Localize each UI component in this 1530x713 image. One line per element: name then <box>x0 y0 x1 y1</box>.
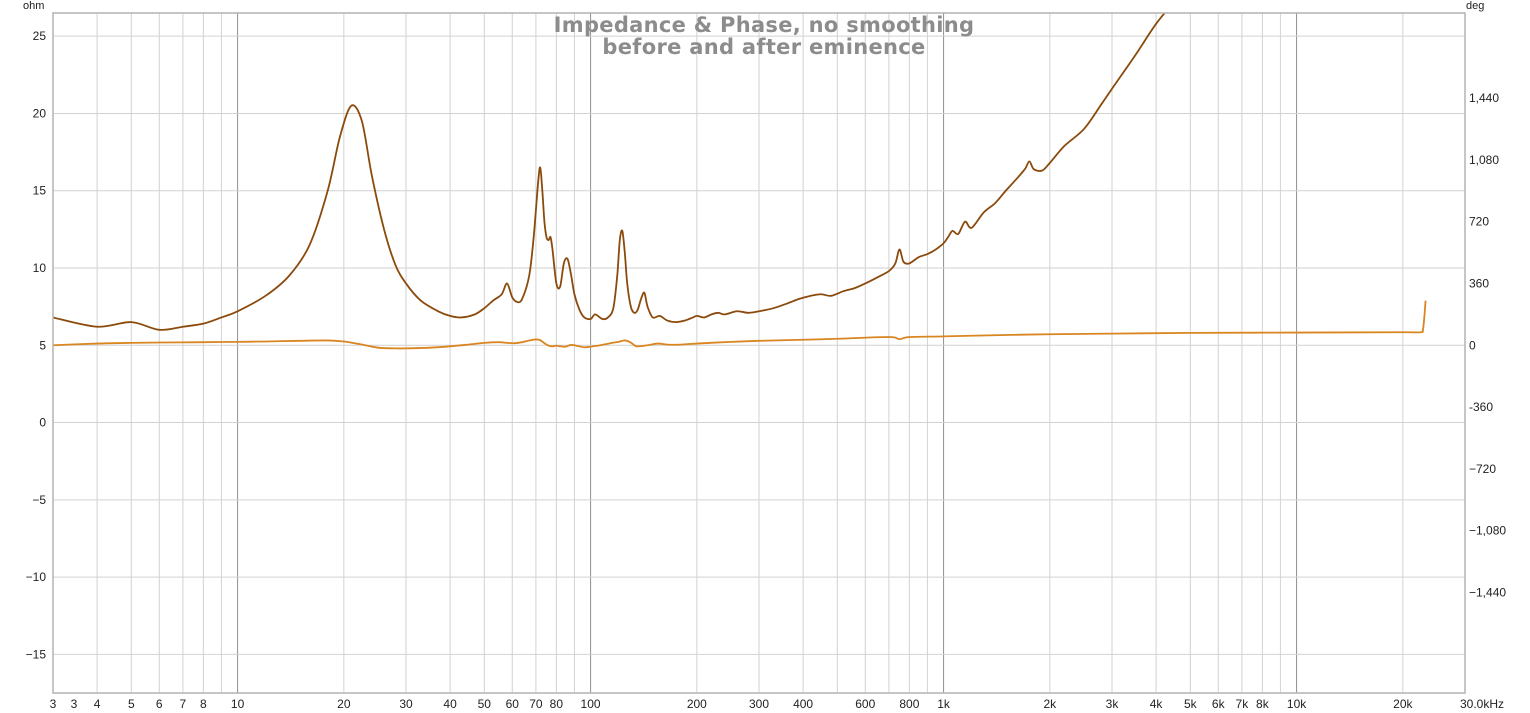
x-tick-label: 50 <box>478 697 492 711</box>
right-tick-label: −720 <box>1469 462 1496 476</box>
left-tick-label: 5 <box>39 338 46 352</box>
x-tick-label: 600 <box>855 697 875 711</box>
left-tick-label: −10 <box>26 570 47 584</box>
x-tick-label: 8k <box>1256 697 1270 711</box>
x-axis-ticks: 3 3 4 5 6 7 8 10 20 30 40 50 60 70 80 100 200 300 400 600 80… <box>50 697 1504 711</box>
x-tick-label: 60 <box>506 697 520 711</box>
left-tick-label: 25 <box>33 29 47 43</box>
x-tick-label: 20k <box>1393 697 1413 711</box>
x-tick-label: 400 <box>793 697 813 711</box>
x-tick-label: 6 <box>156 697 163 711</box>
right-tick-label: -360 <box>1469 400 1493 414</box>
plot-frame <box>52 12 1466 694</box>
right-tick-label: 1,440 <box>1469 91 1499 105</box>
x-tick-label: 10k <box>1287 697 1307 711</box>
x-tick-label: 30.0kHz <box>1460 697 1504 711</box>
impedance-series-line <box>53 13 1166 331</box>
right-axis-unit: deg <box>1466 0 1484 12</box>
phase-series-line <box>53 300 1427 350</box>
x-tick-label: 7k <box>1236 697 1250 711</box>
chart-subtitle: before and after eminence <box>602 35 925 59</box>
x-tick-label: 4k <box>1150 697 1164 711</box>
right-tick-label: 720 <box>1469 215 1489 229</box>
x-tick-label: 3k <box>1106 697 1120 711</box>
grid-lines <box>53 13 1465 693</box>
x-tick-label: 100 <box>581 697 601 711</box>
x-tick-label: 1k <box>937 697 951 711</box>
left-tick-label: −15 <box>26 647 47 661</box>
left-axis-ticks: 25 20 15 10 5 0 −5 −10 −15 <box>26 29 47 661</box>
left-tick-label: −5 <box>32 493 46 507</box>
right-axis-ticks: 1,440 1,080 720 360 0 -360 −720 −1,080 −1,440 <box>1469 91 1506 600</box>
x-tick-label: 3 <box>50 697 57 711</box>
right-tick-label: 0 <box>1469 338 1476 352</box>
x-tick-label: 2k <box>1043 697 1057 711</box>
x-tick-label: 4 <box>94 697 101 711</box>
x-tick-label: 7 <box>180 697 187 711</box>
left-tick-label: 20 <box>33 106 47 120</box>
series-layer <box>53 13 1427 350</box>
x-tick-label: 30 <box>399 697 413 711</box>
x-tick-label: 200 <box>687 697 707 711</box>
x-tick-label: 5 <box>128 697 135 711</box>
x-tick-label: 20 <box>337 697 351 711</box>
x-tick-label: 3 <box>71 697 78 711</box>
x-tick-label: 8 <box>200 697 207 711</box>
x-tick-label: 300 <box>749 697 769 711</box>
right-tick-label: 360 <box>1469 276 1489 290</box>
x-tick-label: 5k <box>1184 697 1198 711</box>
right-tick-label: −1,440 <box>1469 586 1506 600</box>
right-tick-label: 1,080 <box>1469 153 1499 167</box>
x-tick-label: 10 <box>231 697 245 711</box>
left-axis-unit: ohm <box>23 0 44 12</box>
right-tick-label: −1,080 <box>1469 524 1506 538</box>
left-tick-label: 15 <box>33 184 47 198</box>
left-tick-label: 10 <box>33 261 47 275</box>
x-tick-label: 40 <box>443 697 457 711</box>
chart-title: Impedance & Phase, no smoothing <box>554 13 975 37</box>
x-tick-label: 80 <box>550 697 564 711</box>
x-tick-label: 800 <box>899 697 919 711</box>
x-tick-label: 70 <box>529 697 543 711</box>
left-tick-label: 0 <box>39 416 46 430</box>
x-tick-label: 6k <box>1212 697 1226 711</box>
